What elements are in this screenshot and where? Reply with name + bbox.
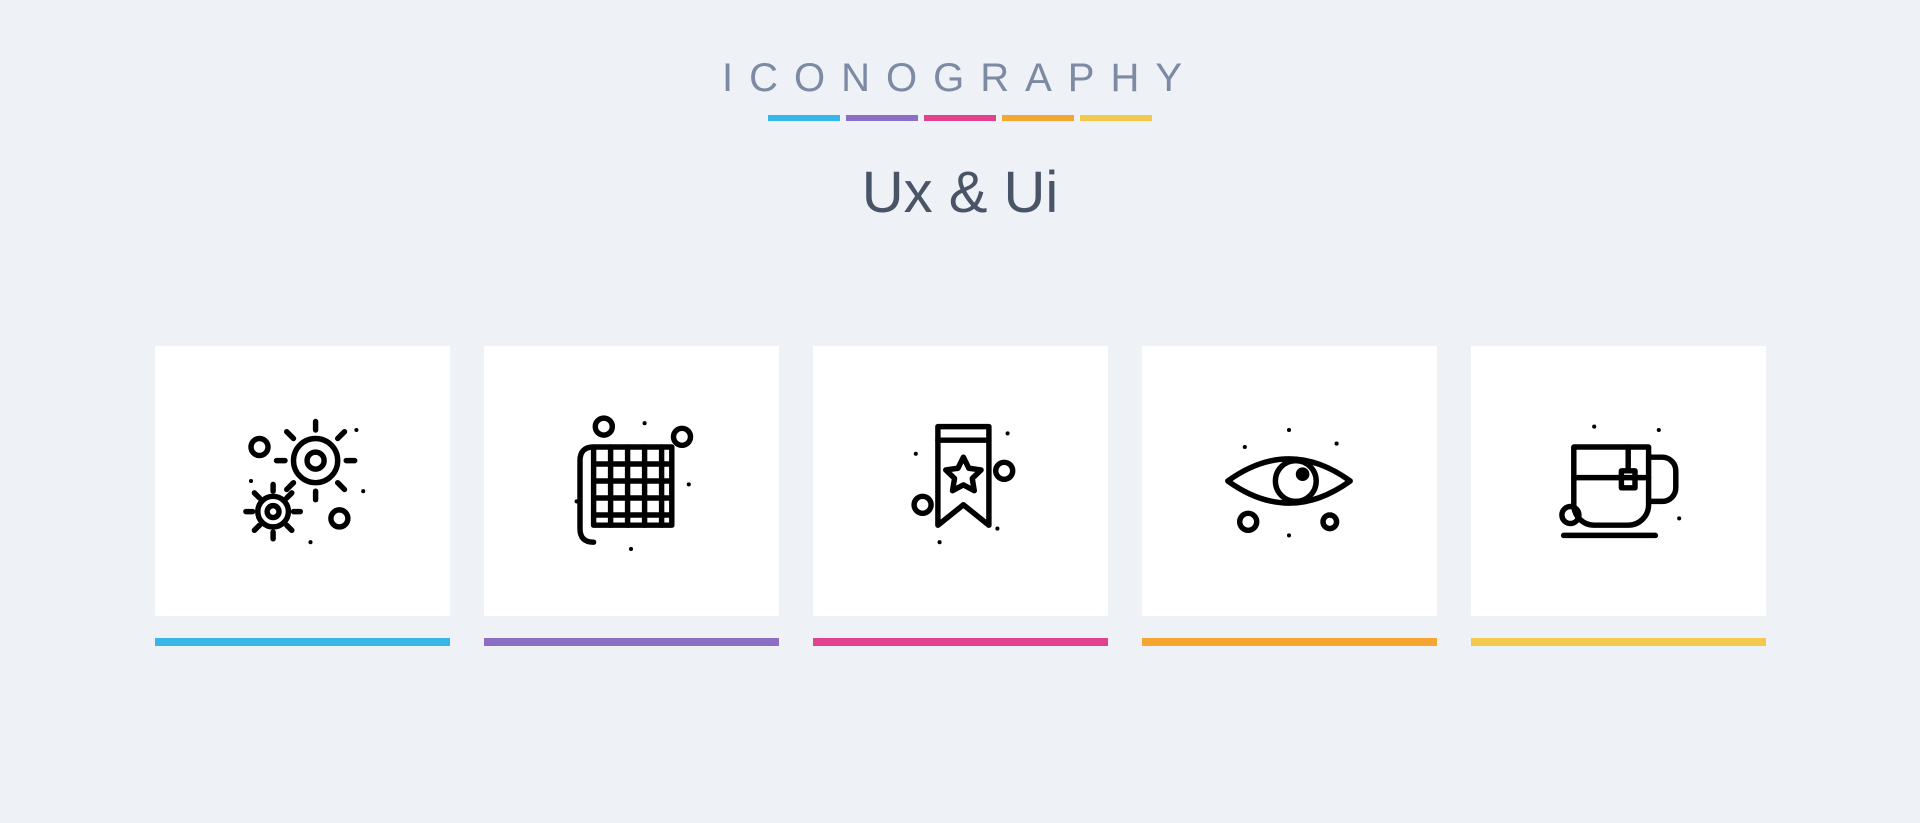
brand-bars bbox=[722, 115, 1198, 121]
grid-doc-icon bbox=[546, 396, 716, 566]
icon-box bbox=[1142, 346, 1437, 616]
gears-icon bbox=[217, 396, 387, 566]
badge-icon bbox=[875, 396, 1045, 566]
header: ICONOGRAPHY Ux & Ui bbox=[722, 56, 1198, 226]
card-underline bbox=[484, 638, 779, 646]
brand-title: ICONOGRAPHY bbox=[722, 56, 1198, 101]
icon-box bbox=[813, 346, 1108, 616]
icon-card bbox=[155, 346, 450, 646]
icon-box bbox=[484, 346, 779, 616]
card-underline bbox=[813, 638, 1108, 646]
icon-card bbox=[1471, 346, 1766, 646]
cup-icon bbox=[1533, 396, 1703, 566]
brand-bar-2 bbox=[924, 115, 996, 121]
icon-card bbox=[484, 346, 779, 646]
subtitle: Ux & Ui bbox=[722, 159, 1198, 226]
icon-box bbox=[1471, 346, 1766, 616]
brand-bar-4 bbox=[1080, 115, 1152, 121]
icon-box bbox=[155, 346, 450, 616]
brand-bar-3 bbox=[1002, 115, 1074, 121]
card-underline bbox=[1471, 638, 1766, 646]
icon-grid bbox=[155, 346, 1766, 646]
brand-bar-0 bbox=[768, 115, 840, 121]
card-underline bbox=[155, 638, 450, 646]
icon-card bbox=[1142, 346, 1437, 646]
icon-card bbox=[813, 346, 1108, 646]
brand-bar-1 bbox=[846, 115, 918, 121]
eye-icon bbox=[1204, 396, 1374, 566]
card-underline bbox=[1142, 638, 1437, 646]
